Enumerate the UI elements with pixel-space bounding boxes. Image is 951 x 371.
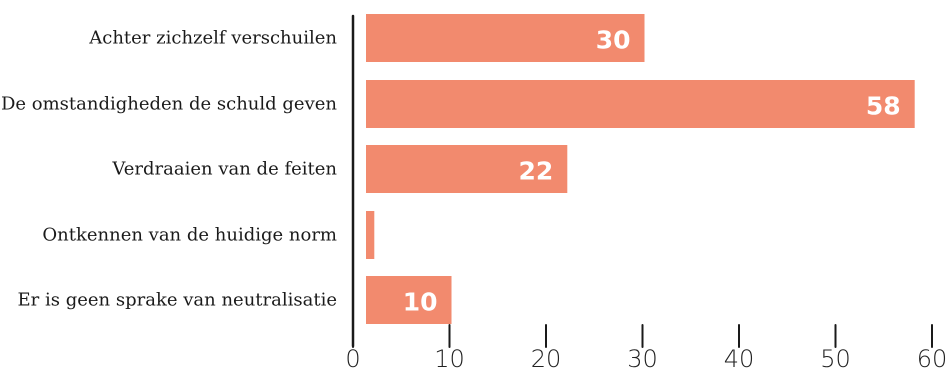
x-axis-tick-labels: 0 10 20 30 40 50 60 bbox=[345, 345, 947, 371]
data-label: 58 bbox=[866, 92, 901, 121]
x-tick-label: 60 bbox=[917, 345, 948, 371]
bar bbox=[366, 211, 375, 259]
data-label: 30 bbox=[596, 26, 631, 55]
category-label: Ontkennen van de huidige norm bbox=[42, 225, 337, 246]
x-tick-label: 30 bbox=[627, 345, 658, 371]
category-label: Achter zichzelf verschuilen bbox=[88, 28, 337, 49]
x-tick-label: 10 bbox=[434, 345, 465, 371]
x-axis-ticks bbox=[352, 324, 933, 348]
bar bbox=[366, 145, 568, 193]
category-label: Verdraaien van de feiten bbox=[111, 159, 337, 180]
bar bbox=[366, 80, 915, 128]
data-label: 10 bbox=[403, 288, 438, 317]
category-label: De omstandigheden de schuld geven bbox=[1, 94, 337, 115]
data-label: 2 bbox=[343, 223, 360, 252]
category-labels: Achter zichzelf verschuilen De omstandigh… bbox=[1, 28, 337, 311]
bars bbox=[366, 14, 915, 324]
x-tick-label: 20 bbox=[531, 345, 562, 371]
bar bbox=[366, 276, 452, 324]
category-label: Er is geen sprake van neutralisatie bbox=[18, 290, 337, 311]
x-tick-label: 50 bbox=[820, 345, 851, 371]
data-label: 22 bbox=[519, 157, 554, 186]
bar bbox=[366, 14, 645, 62]
x-tick-label: 40 bbox=[724, 345, 755, 371]
x-tick-label: 0 bbox=[345, 345, 360, 371]
